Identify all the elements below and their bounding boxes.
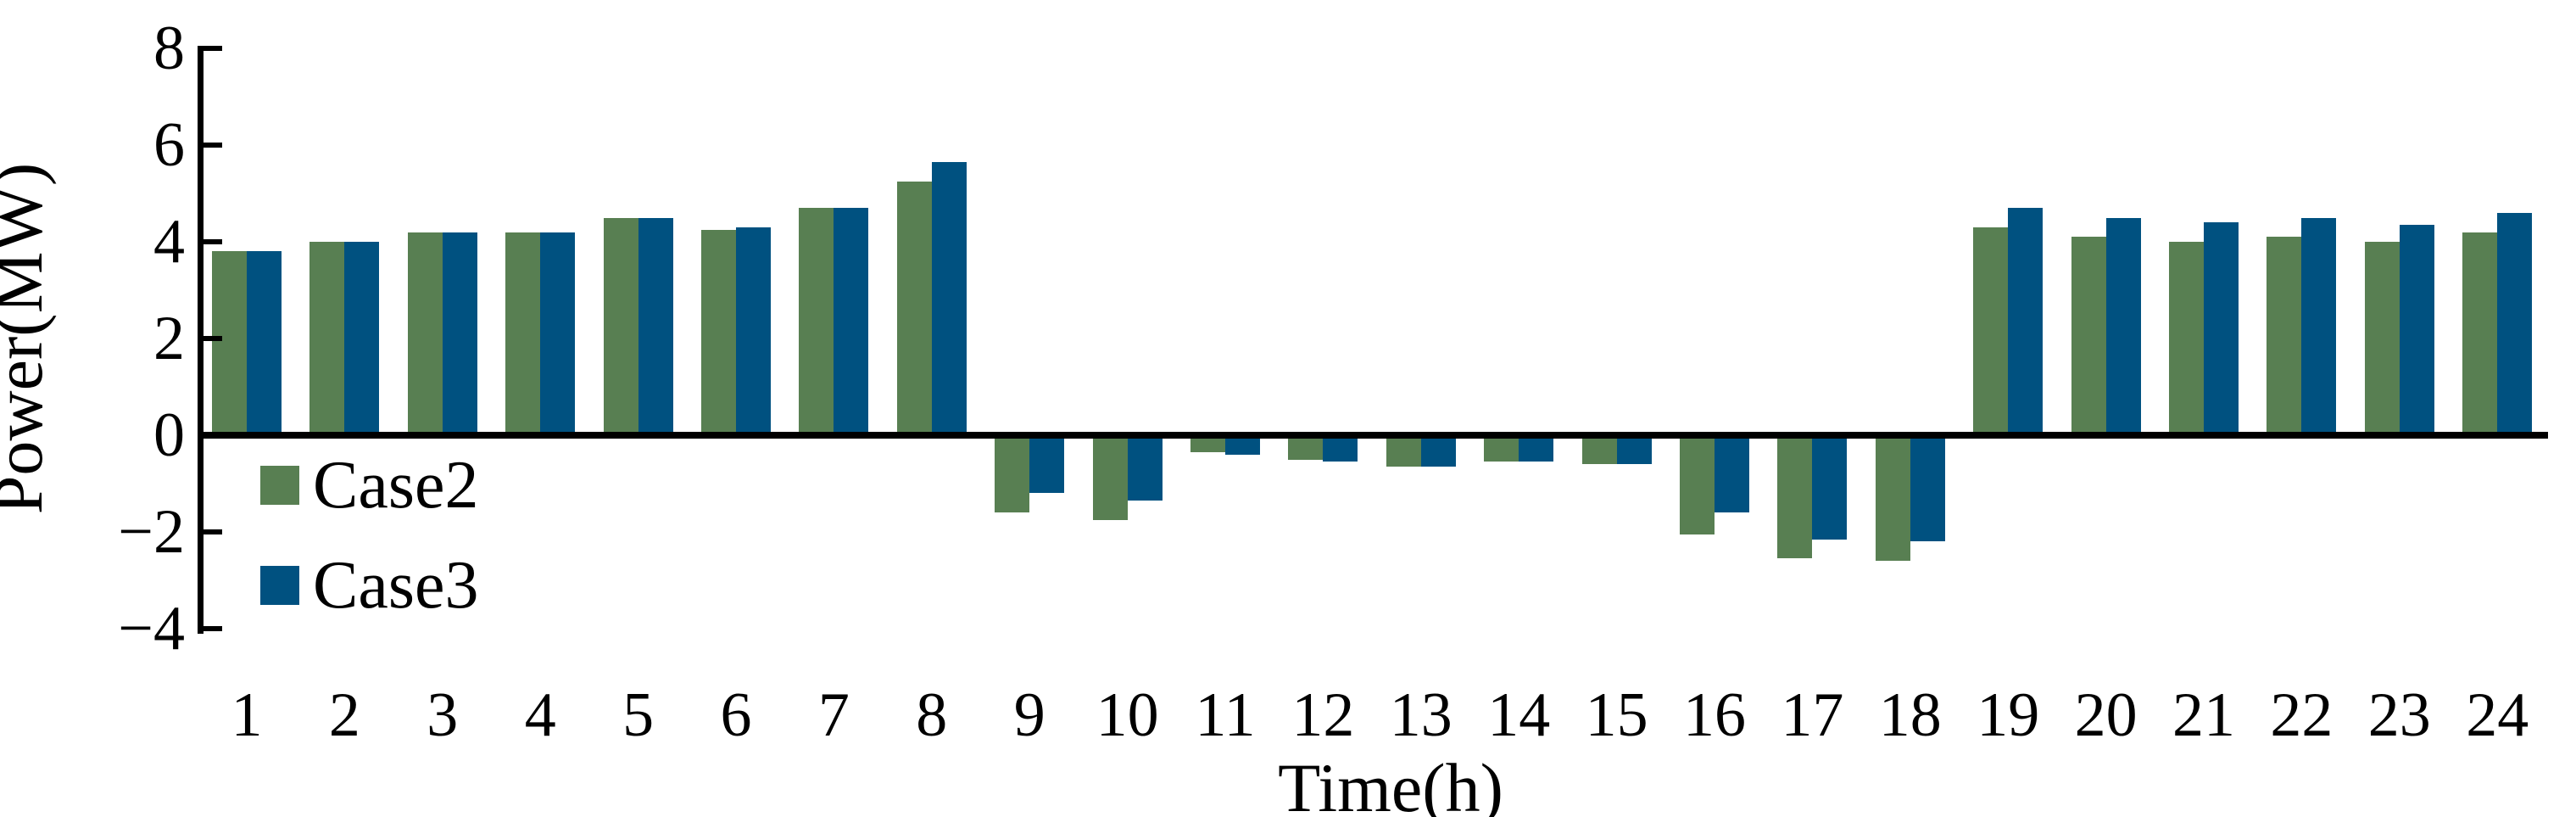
x-axis-title: Time(h) (1278, 749, 1503, 817)
bar-case3-h18 (1910, 435, 1945, 542)
bar-case2-h17 (1777, 435, 1813, 559)
y-axis-line (198, 46, 204, 634)
x-tick-label-11: 11 (1195, 680, 1256, 750)
bar-case2-h11 (1190, 435, 1225, 452)
legend-item-case3: Case3 (260, 551, 479, 619)
y-tick-label-0: 0 (153, 400, 185, 470)
bar-case2-h21 (2169, 242, 2204, 435)
bar-case3-h9 (1029, 435, 1065, 494)
y-tick-mark--2 (204, 529, 222, 534)
x-axis-zero-line (198, 432, 2548, 439)
bar-case3-h10 (1127, 435, 1163, 501)
bar-case2-h20 (2071, 237, 2106, 435)
bar-case3-h5 (638, 217, 673, 435)
y-tick-label--4: −4 (118, 594, 185, 663)
bar-case2-h9 (995, 435, 1030, 513)
x-tick-label-3: 3 (427, 680, 459, 750)
legend-item-case2: Case2 (260, 451, 479, 519)
y-tick-mark-8 (204, 46, 222, 51)
x-tick-label-4: 4 (524, 680, 556, 750)
legend-swatch-case2 (260, 466, 299, 505)
x-tick-label-7: 7 (817, 680, 850, 750)
x-tick-label-17: 17 (1781, 680, 1844, 750)
x-tick-label-22: 22 (2270, 680, 2333, 750)
x-tick-label-19: 19 (1977, 680, 2040, 750)
x-tick-label-9: 9 (1013, 680, 1045, 750)
x-tick-label-15: 15 (1585, 680, 1648, 750)
y-tick-label--2: −2 (118, 497, 185, 567)
bar-case3-h11 (1225, 435, 1260, 455)
bar-case2-h15 (1581, 435, 1617, 465)
bar-case3-h14 (1519, 435, 1554, 462)
bar-case3-h2 (344, 242, 380, 435)
x-tick-label-13: 13 (1389, 680, 1452, 750)
bar-case3-h19 (2008, 208, 2044, 435)
bar-case2-h10 (1092, 435, 1128, 520)
bar-case3-h3 (442, 232, 477, 435)
bar-case3-h6 (736, 227, 771, 435)
x-tick-label-5: 5 (622, 680, 655, 750)
x-tick-label-10: 10 (1096, 680, 1159, 750)
y-tick-mark-6 (204, 143, 222, 148)
x-tick-label-24: 24 (2466, 680, 2529, 750)
x-tick-label-14: 14 (1487, 680, 1551, 750)
bar-case2-h2 (309, 242, 345, 435)
bar-case2-h24 (2462, 232, 2498, 435)
bar-case3-h13 (1420, 435, 1456, 467)
bar-case2-h8 (896, 181, 932, 435)
bar-case3-h21 (2204, 222, 2239, 435)
bar-case2-h1 (212, 251, 247, 435)
bar-case2-h16 (1680, 435, 1715, 534)
bar-case2-h6 (701, 229, 736, 435)
bar-case2-h23 (2364, 242, 2400, 435)
legend-label-case3: Case3 (313, 548, 479, 623)
bar-case3-h15 (1616, 435, 1652, 465)
bar-case3-h8 (931, 161, 967, 435)
legend-label-case2: Case2 (313, 448, 479, 523)
x-tick-label-18: 18 (1878, 680, 1942, 750)
bar-case2-h19 (1973, 227, 2009, 435)
x-tick-label-8: 8 (916, 680, 948, 750)
bar-case3-h12 (1323, 435, 1358, 462)
bar-case3-h22 (2301, 217, 2337, 435)
y-tick-mark-4 (204, 239, 222, 244)
bar-case3-h23 (2399, 225, 2434, 435)
bar-case2-h18 (1875, 435, 1910, 562)
x-tick-label-20: 20 (2074, 680, 2138, 750)
x-tick-label-12: 12 (1291, 680, 1355, 750)
legend-swatch-case3 (260, 566, 299, 605)
y-tick-label-4: 4 (153, 207, 185, 277)
bar-case2-h22 (2267, 237, 2302, 435)
bar-case2-h12 (1288, 435, 1324, 460)
x-tick-label-16: 16 (1683, 680, 1746, 750)
bar-case3-h7 (834, 208, 869, 435)
y-tick-label-6: 6 (153, 110, 185, 180)
bar-case3-h20 (2105, 217, 2141, 435)
y-tick-mark-2 (204, 336, 222, 341)
x-tick-label-2: 2 (328, 680, 360, 750)
y-tick-mark--4 (204, 626, 222, 631)
bar-case2-h13 (1386, 435, 1421, 467)
bar-case3-h17 (1812, 435, 1848, 540)
x-tick-label-23: 23 (2367, 680, 2431, 750)
y-tick-label-8: 8 (153, 14, 185, 83)
y-axis-title: Power(MW) (0, 162, 57, 515)
bar-case3-h1 (247, 251, 282, 435)
bar-case2-h5 (603, 217, 638, 435)
bar-case3-h4 (540, 232, 576, 435)
bar-case2-h14 (1484, 435, 1519, 462)
bar-case2-h4 (505, 232, 541, 435)
y-tick-label-2: 2 (153, 304, 185, 373)
bar-case3-h24 (2497, 212, 2533, 435)
x-tick-label-1: 1 (231, 680, 263, 750)
x-tick-label-21: 21 (2172, 680, 2235, 750)
bar-case3-h16 (1715, 435, 1749, 513)
x-tick-label-6: 6 (720, 680, 752, 750)
bar-case2-h3 (407, 232, 443, 435)
bar-case2-h7 (799, 208, 834, 435)
